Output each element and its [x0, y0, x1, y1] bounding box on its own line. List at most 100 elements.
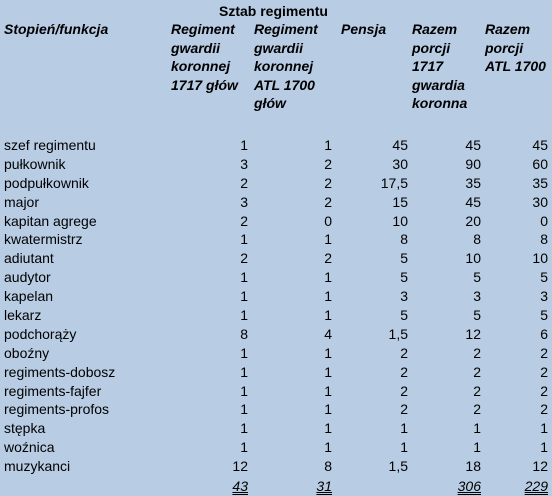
table-row: kapelan 1 1 3 3 3: [0, 287, 552, 306]
pay-cell: 3: [400, 288, 408, 305]
pay-cell: 8: [400, 231, 408, 248]
table-row: regiments-profos 1 1 2 2 2: [0, 400, 552, 419]
table-row: adiutant 2 2 5 10 10: [0, 249, 552, 268]
regiment-1717-cell: 1: [240, 439, 248, 456]
rank-cell: major: [4, 193, 40, 210]
total-1717-cell: 5: [473, 307, 481, 324]
header-regiment-atl-1700: Regiment gwardii koronnej ATL 1700 głów: [254, 21, 318, 111]
regiment-1717-cell: 1: [240, 288, 248, 305]
total-atl-1700-cell: 2: [540, 382, 548, 399]
total-1717-cell: 20: [465, 212, 481, 229]
rank-cell: lekarz: [4, 307, 42, 324]
header-rank: Stopień/funkcja: [4, 21, 109, 37]
total-portions-1717: 306: [457, 478, 481, 494]
pay-cell: 5: [400, 269, 408, 286]
rank-cell: regiments-fajfer: [4, 382, 102, 399]
totals-row: 43 31 306 229: [0, 477, 552, 496]
total-atl-1700-cell: 5: [540, 307, 548, 324]
regiment-atl-1700-cell: 1: [324, 288, 332, 305]
pay-cell: 45: [392, 137, 408, 153]
total-atl-1700-cell: 30: [532, 193, 548, 210]
total-1717-cell: 5: [473, 269, 481, 286]
table-row: oboźny 1 1 2 2 2: [0, 344, 552, 363]
regiment-1717-cell: 1: [240, 231, 248, 248]
pay-cell: 5: [400, 307, 408, 324]
regiment-1717-cell: 2: [240, 174, 248, 191]
total-1717-cell: 12: [465, 325, 481, 342]
table-row: kwatermistrz 1 1 8 8 8: [0, 230, 552, 249]
total-1717-cell: 45: [465, 137, 481, 153]
regiment-atl-1700-cell: 1: [324, 344, 332, 361]
regiment-1717-cell: 1: [240, 307, 248, 324]
rank-cell: audytor: [4, 269, 51, 286]
rank-cell: pułkownik: [4, 155, 66, 172]
regiment-atl-1700-cell: 1: [324, 137, 332, 153]
total-regiment-atl-1700: 31: [316, 478, 332, 494]
total-regiment-1717: 43: [232, 478, 248, 494]
regiment-atl-1700-cell: 1: [324, 382, 332, 399]
rank-cell: regiments-profos: [4, 401, 110, 418]
total-atl-1700-cell: 1: [540, 420, 548, 437]
total-1717-cell: 3: [473, 288, 481, 305]
pay-cell: 1: [400, 439, 408, 456]
regiment-atl-1700-cell: 2: [324, 155, 332, 172]
pay-cell: 2: [400, 401, 408, 418]
regiment-1717-cell: 1: [240, 344, 248, 361]
rank-cell: kapelan: [4, 288, 54, 305]
regiment-1717-cell: 1: [240, 420, 248, 437]
regiment-atl-1700-cell: 0: [324, 212, 332, 229]
pay-cell: 30: [392, 155, 408, 172]
total-1717-cell: 2: [473, 363, 481, 380]
total-atl-1700-cell: 12: [532, 458, 548, 475]
table-row: regiments-fajfer 1 1 2 2 2: [0, 382, 552, 401]
total-1717-cell: 2: [473, 344, 481, 361]
regiment-atl-1700-cell: 4: [324, 325, 332, 342]
regiment-atl-1700-cell: 2: [324, 193, 332, 210]
regiment-atl-1700-cell: 2: [324, 250, 332, 267]
total-1717-cell: 1: [473, 439, 481, 456]
regiment-1717-cell: 12: [232, 458, 248, 475]
table-caption: Sztab regimentu: [219, 3, 328, 19]
regiment-1717-cell: 1: [240, 363, 248, 380]
regiment-atl-1700-cell: 1: [324, 401, 332, 418]
total-1717-cell: 8: [473, 231, 481, 248]
regiment-atl-1700-cell: 1: [324, 439, 332, 456]
pay-cell: 1: [400, 420, 408, 437]
regiment-1717-cell: 2: [240, 212, 248, 229]
total-atl-1700-cell: 5: [540, 269, 548, 286]
header-total-1717: Razem porcji 1717 gwardia koronna: [412, 21, 468, 111]
table-row: lekarz 1 1 5 5 5: [0, 306, 552, 325]
total-1717-cell: 10: [465, 250, 481, 267]
pay-cell: 17,5: [380, 174, 408, 191]
table-row: podchorąży 8 4 1,5 12 6: [0, 325, 552, 344]
total-atl-1700-cell: 2: [540, 344, 548, 361]
total-1717-cell: 18: [465, 458, 481, 475]
header-pay: Pensja: [341, 21, 387, 37]
total-1717-cell: 2: [473, 382, 481, 399]
table-body: szef regimentu 1 1 45 45 45 pułkownik 3 2 30 90 60 p…: [0, 136, 552, 476]
regiment-atl-1700-cell: 1: [324, 269, 332, 286]
table-row: podpułkownik 2 2 17,5 35 35: [0, 174, 552, 193]
total-1717-cell: 35: [465, 174, 481, 191]
regiment-atl-1700-cell: 1: [324, 420, 332, 437]
total-atl-1700-cell: 3: [540, 288, 548, 305]
rank-cell: woźnica: [4, 439, 55, 456]
rank-cell: szef regimentu: [4, 137, 96, 153]
total-atl-1700-cell: 2: [540, 401, 548, 418]
regiment-atl-1700-cell: 1: [324, 363, 332, 380]
total-1717-cell: 90: [465, 155, 481, 172]
rank-cell: oboźny: [4, 344, 50, 361]
table-row: szef regimentu 1 1 45 45 45: [0, 136, 552, 155]
total-1717-cell: 1: [473, 420, 481, 437]
total-atl-1700-cell: 45: [532, 137, 548, 153]
pay-cell: 2: [400, 344, 408, 361]
total-atl-1700-cell: 2: [540, 363, 548, 380]
rank-cell: stępka: [4, 420, 46, 437]
table-row: kapitan agrege 2 0 10 20 0: [0, 212, 552, 231]
header-total-atl-1700: Razem porcji ATL 1700: [485, 21, 546, 74]
regiment-atl-1700-cell: 8: [324, 458, 332, 475]
header-regiment-1717: Regiment gwardii koronnej 1717 głów: [171, 21, 238, 93]
table-row: stępka 1 1 1 1 1: [0, 419, 552, 438]
pay-cell: 2: [400, 382, 408, 399]
pay-cell: 2: [400, 363, 408, 380]
